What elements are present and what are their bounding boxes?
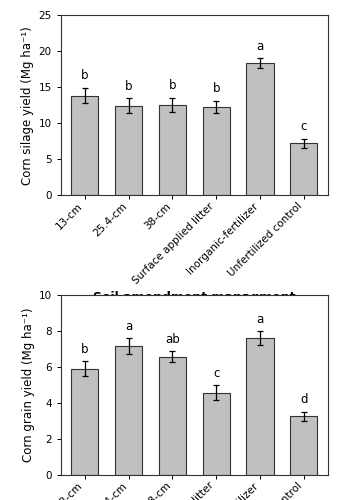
Text: d: d	[300, 393, 308, 406]
Y-axis label: Corn silage yield (Mg ha⁻¹): Corn silage yield (Mg ha⁻¹)	[21, 26, 34, 184]
Text: a: a	[125, 320, 132, 333]
Text: c: c	[213, 367, 219, 380]
Bar	[159, 105, 186, 196]
Text: c: c	[300, 120, 307, 134]
Text: b: b	[213, 82, 220, 94]
Text: b: b	[169, 79, 176, 92]
Bar	[246, 338, 273, 475]
Bar	[203, 106, 230, 196]
X-axis label: Soil amendment managment: Soil amendment managment	[93, 292, 296, 304]
Bar	[115, 106, 142, 196]
Bar	[203, 393, 230, 475]
Bar	[290, 144, 317, 196]
Bar	[290, 416, 317, 475]
Text: ab: ab	[165, 333, 180, 346]
Bar	[115, 346, 142, 475]
Bar	[159, 357, 186, 475]
Text: b: b	[125, 80, 132, 92]
Text: a: a	[257, 312, 264, 326]
Bar	[71, 96, 98, 196]
Text: b: b	[81, 342, 89, 355]
Bar	[246, 64, 273, 196]
Bar	[71, 368, 98, 475]
Y-axis label: Corn grain yield (Mg ha⁻¹): Corn grain yield (Mg ha⁻¹)	[22, 308, 34, 462]
Text: b: b	[81, 70, 89, 82]
Text: a: a	[257, 40, 264, 52]
